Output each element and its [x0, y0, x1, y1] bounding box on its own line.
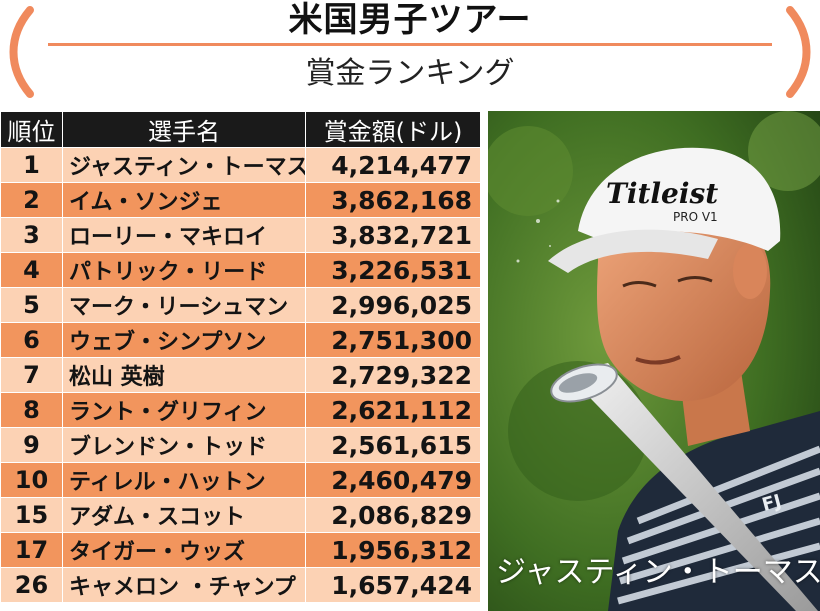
- prize-cell: 2,561,615: [305, 427, 481, 463]
- cap-model-text: PRO V1: [673, 210, 718, 224]
- rank-cell: 3: [0, 217, 63, 253]
- rank-cell: 8: [0, 392, 63, 428]
- rank-cell: 17: [0, 532, 63, 568]
- table-row: 1 ジャスティン・トーマス 4,214,477: [0, 147, 481, 183]
- player-name-cell: ジャスティン・トーマス: [62, 147, 306, 183]
- table-row: 5 マーク・リーシュマン 2,996,025: [0, 287, 481, 323]
- table-row: 8 ラント・グリフィン 2,621,112: [0, 392, 481, 428]
- table-row: 3 ローリー・マキロイ 3,832,721: [0, 217, 481, 253]
- player-name-cell: ウェブ・シンプソン: [62, 322, 306, 358]
- page-subtitle: 賞金ランキング: [305, 56, 515, 91]
- prize-cell: 2,621,112: [305, 392, 481, 428]
- rank-cell: 1: [0, 147, 63, 183]
- page-title: 米国男子ツアー: [0, 0, 820, 40]
- prize-cell: 1,657,424: [305, 567, 481, 603]
- prize-cell: 2,460,479: [305, 462, 481, 498]
- column-header-player: 選手名: [62, 111, 306, 148]
- rank-cell: 7: [0, 357, 63, 393]
- prize-cell: 2,996,025: [305, 287, 481, 323]
- prize-cell: 2,751,300: [305, 322, 481, 358]
- prize-cell: 4,214,477: [305, 147, 481, 183]
- player-photo: Titleist PRO V1 FJ: [488, 111, 820, 611]
- table-header-row: 順位 選手名 賞金額(ドル): [0, 111, 481, 148]
- table-row: 9 ブレンドン・トッド 2,561,615: [0, 427, 481, 463]
- player-name-cell: キャメロン ・チャンプ: [62, 567, 306, 603]
- table-row: 26 キャメロン ・チャンプ 1,657,424: [0, 567, 481, 603]
- ranking-table: 順位 選手名 賞金額(ドル) 1 ジャスティン・トーマス 4,214,477 2…: [0, 111, 481, 603]
- rank-cell: 4: [0, 252, 63, 288]
- rank-cell: 6: [0, 322, 63, 358]
- shirt-logo-text: FJ: [760, 491, 784, 516]
- prize-cell: 3,862,168: [305, 182, 481, 218]
- player-name-cell: ラント・グリフィン: [62, 392, 306, 428]
- column-header-rank: 順位: [0, 111, 63, 148]
- table-row: 2 イム・ソンジェ 3,862,168: [0, 182, 481, 218]
- column-header-prize: 賞金額(ドル): [305, 111, 481, 148]
- prize-cell: 2,729,322: [305, 357, 481, 393]
- table-row: 6 ウェブ・シンプソン 2,751,300: [0, 322, 481, 358]
- prize-cell: 3,832,721: [305, 217, 481, 253]
- player-name-cell: マーク・リーシュマン: [62, 287, 306, 323]
- header: 米国男子ツアー 賞金ランキング: [0, 0, 820, 104]
- player-name-cell: アダム・スコット: [62, 497, 306, 533]
- player-name-cell: ティレル・ハットン: [62, 462, 306, 498]
- prize-cell: 2,086,829: [305, 497, 481, 533]
- player-name-cell: パトリック・リード: [62, 252, 306, 288]
- header-rule: [48, 43, 772, 46]
- rank-cell: 26: [0, 567, 63, 603]
- table-row: 15 アダム・スコット 2,086,829: [0, 497, 481, 533]
- player-name-cell: ローリー・マキロイ: [62, 217, 306, 253]
- table-row: 7 松山 英樹 2,729,322: [0, 357, 481, 393]
- rank-cell: 5: [0, 287, 63, 323]
- rank-cell: 15: [0, 497, 63, 533]
- rank-cell: 10: [0, 462, 63, 498]
- table-row: 10 ティレル・ハットン 2,460,479: [0, 462, 481, 498]
- table-row: 17 タイガー・ウッズ 1,956,312: [0, 532, 481, 568]
- left-bracket-ornament: [2, 6, 36, 98]
- cap-brand-text: Titleist: [606, 177, 718, 210]
- right-bracket-ornament: [784, 6, 818, 98]
- player-name-cell: イム・ソンジェ: [62, 182, 306, 218]
- rank-cell: 9: [0, 427, 63, 463]
- prize-cell: 1,956,312: [305, 532, 481, 568]
- rank-cell: 2: [0, 182, 63, 218]
- table-row: 4 パトリック・リード 3,226,531: [0, 252, 481, 288]
- player-name-cell: ブレンドン・トッド: [62, 427, 306, 463]
- photo-caption: ジャスティン・トーマス: [496, 555, 820, 590]
- player-name-cell: 松山 英樹: [62, 357, 306, 393]
- player-name-cell: タイガー・ウッズ: [62, 532, 306, 568]
- prize-cell: 3,226,531: [305, 252, 481, 288]
